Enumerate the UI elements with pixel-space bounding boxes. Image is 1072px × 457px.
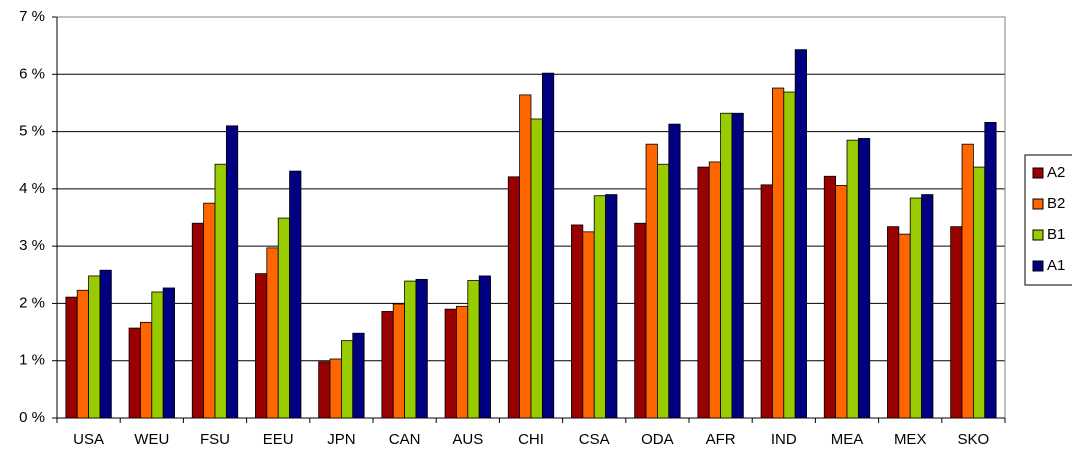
x-tick-label: FSU (200, 431, 230, 448)
bar (277, 217, 290, 419)
y-tick-label: 0 % (19, 409, 45, 426)
legend-swatch (1032, 167, 1044, 179)
bar (846, 139, 859, 419)
x-tick-label: ODA (641, 431, 674, 448)
bar (329, 358, 342, 419)
x-tick-label: AFR (706, 431, 736, 448)
bar (657, 163, 670, 419)
bar (151, 291, 164, 419)
bar (214, 163, 227, 419)
x-tick-label: CHI (518, 431, 544, 448)
y-tick-label: 5 % (19, 123, 45, 140)
legend-swatch (1032, 198, 1044, 210)
bar (909, 197, 922, 419)
bar (760, 184, 773, 419)
bar (352, 332, 365, 419)
bar (444, 308, 457, 419)
bar (76, 289, 89, 419)
legend-label: B2 (1047, 195, 1065, 212)
x-tick-label: CAN (389, 431, 421, 448)
bar (950, 226, 963, 419)
bar (984, 122, 997, 419)
bar (720, 112, 733, 419)
bar (645, 143, 658, 419)
x-tick-label: EEU (263, 431, 294, 448)
bar (794, 49, 807, 419)
y-tick-label: 1 % (19, 352, 45, 369)
bar (857, 138, 871, 419)
y-tick-label: 7 % (19, 8, 45, 25)
bar (507, 176, 521, 419)
legend-swatch (1032, 229, 1044, 241)
bar (961, 143, 974, 419)
bar (541, 72, 555, 419)
bar (823, 175, 837, 419)
bar (381, 311, 394, 419)
bar (697, 166, 710, 419)
bar (289, 170, 302, 419)
bar (456, 305, 469, 419)
bar (478, 275, 491, 419)
bar (898, 233, 911, 419)
x-tick-label: AUS (452, 431, 483, 448)
bar (191, 222, 205, 419)
y-tick-label: 3 % (19, 237, 45, 254)
bar (921, 194, 934, 419)
x-tick-label: USA (73, 431, 104, 448)
bar (731, 112, 744, 419)
bar (835, 185, 848, 419)
bar (973, 166, 986, 419)
bar (128, 327, 141, 419)
bar (571, 224, 584, 419)
bar (318, 361, 331, 419)
bar (340, 340, 354, 419)
bar (404, 280, 417, 419)
bar (162, 287, 175, 419)
bar (582, 231, 595, 419)
legend-label: A1 (1047, 257, 1065, 274)
legend-label: B1 (1047, 226, 1065, 243)
x-tick-label: MEX (894, 431, 927, 448)
bar (467, 280, 480, 419)
x-tick-label: IND (771, 431, 797, 448)
bar (605, 194, 618, 419)
bar (772, 87, 785, 419)
x-tick-label: WEU (134, 431, 169, 448)
bar (783, 91, 796, 419)
bar (203, 202, 216, 419)
bar (593, 195, 606, 419)
bar (99, 269, 112, 419)
bar (255, 273, 268, 419)
bar (88, 275, 101, 419)
bar (634, 222, 647, 419)
bar (392, 303, 405, 419)
y-tick-label: 2 % (19, 294, 45, 311)
bar (65, 296, 78, 419)
bar (225, 125, 239, 419)
bar (668, 123, 681, 419)
y-tick-label: 4 % (19, 180, 45, 197)
legend-label: A2 (1047, 164, 1065, 181)
bar (140, 321, 153, 419)
y-tick-label: 6 % (19, 65, 45, 82)
legend-swatch (1032, 260, 1044, 272)
bar (519, 94, 532, 419)
bar (415, 278, 428, 419)
bar (530, 118, 543, 419)
bar (708, 161, 721, 419)
x-tick-label: JPN (327, 431, 355, 448)
x-tick-label: CSA (579, 431, 610, 448)
x-tick-label: MEA (831, 431, 864, 448)
x-tick-label: SKO (958, 431, 990, 448)
bar (266, 247, 279, 419)
bar (887, 226, 900, 419)
